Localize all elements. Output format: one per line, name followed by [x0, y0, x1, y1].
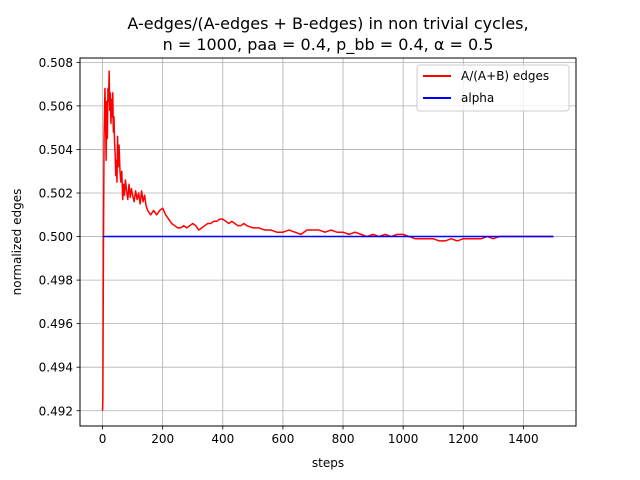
y-tick-label: 0.498 — [39, 274, 73, 288]
x-tick-label: 800 — [332, 432, 355, 446]
x-tick-label: 0 — [99, 432, 107, 446]
y-tick-label: 0.508 — [39, 56, 73, 70]
y-tick-label: 0.494 — [39, 361, 73, 375]
axes-frame — [79, 57, 577, 427]
y-tick-label: 0.500 — [39, 230, 73, 244]
plot-series — [101, 70, 554, 411]
y-tick-label: 0.504 — [39, 143, 73, 157]
x-tick-label: 1000 — [388, 432, 419, 446]
x-tick-label: 200 — [151, 432, 174, 446]
y-tick-label: 0.496 — [39, 317, 73, 331]
x-tick-label: 400 — [211, 432, 234, 446]
legend-label-alpha: alpha — [461, 91, 494, 105]
legend: A/(A+B) edges alpha — [416, 64, 570, 112]
series-line-a-ratio — [101, 70, 554, 411]
y-tick-label: 0.492 — [39, 404, 73, 418]
x-tick-label: 600 — [271, 432, 294, 446]
y-axis-label: normalized edges — [10, 189, 24, 296]
x-axis-label: steps — [312, 456, 344, 470]
legend-box — [416, 64, 570, 112]
chart-title-line-1: A-edges/(A-edges + B-edges) in non trivi… — [127, 14, 528, 33]
legend-label-a-ratio: A/(A+B) edges — [461, 69, 549, 83]
grid — [80, 58, 576, 426]
x-tick-label: 1400 — [508, 432, 539, 446]
y-tick-label: 0.506 — [39, 99, 73, 113]
y-tick-label: 0.502 — [39, 187, 73, 201]
chart-title-line-2: n = 1000, paa = 0.4, p_bb = 0.4, α = 0.5 — [163, 35, 494, 55]
ticks: 0 200 400 600 800 1000 1200 1400 0.492 0.494 0.496… — [39, 56, 539, 446]
x-tick-label: 1200 — [448, 432, 479, 446]
